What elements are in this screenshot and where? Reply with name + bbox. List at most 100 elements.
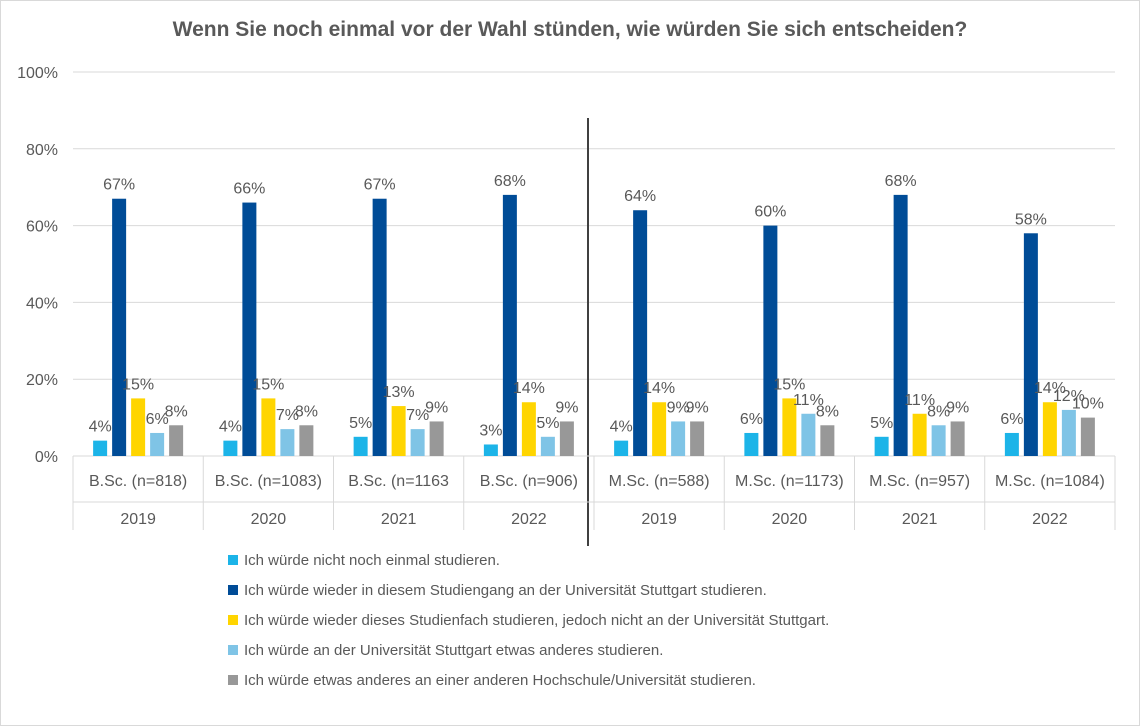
legend-item: Ich würde wieder in diesem Studiengang a…: [228, 575, 829, 605]
data-label: 5%: [870, 415, 893, 432]
bar: [150, 432, 165, 456]
data-label: 6%: [1000, 411, 1023, 428]
data-label: 9%: [667, 399, 690, 416]
data-label: 15%: [773, 376, 805, 393]
data-label: 4%: [219, 419, 242, 436]
x-category-label: B.Sc. (n=906): [480, 473, 578, 490]
bar: [261, 398, 276, 456]
x-category-label: M.Sc. (n=588): [609, 473, 710, 490]
legend-label: Ich würde nicht noch einmal studieren.: [244, 551, 500, 569]
bar: [633, 210, 648, 456]
y-tick-label: 100%: [17, 65, 58, 82]
x-category-label: M.Sc. (n=957): [869, 473, 970, 490]
bar: [353, 436, 368, 456]
bar: [131, 398, 146, 456]
data-label: 15%: [252, 376, 284, 393]
bar: [299, 425, 314, 456]
bar: [483, 444, 498, 456]
legend-item: Ich würde wieder dieses Studienfach stud…: [228, 605, 829, 635]
bar: [912, 413, 927, 456]
data-label: 9%: [686, 399, 709, 416]
x-year-label: 2021: [381, 511, 417, 528]
bar: [690, 421, 705, 456]
y-tick-label: 40%: [26, 295, 58, 312]
data-label: 15%: [122, 376, 154, 393]
bar: [502, 194, 517, 456]
x-year-label: 2020: [251, 511, 287, 528]
data-label: 58%: [1015, 211, 1047, 228]
y-tick-label: 60%: [26, 219, 58, 236]
x-year-label: 2021: [902, 511, 938, 528]
y-tick-label: 0%: [35, 449, 58, 466]
legend-label: Ich würde wieder dieses Studienfach stud…: [244, 611, 830, 629]
legend-swatch: [228, 585, 238, 595]
bar: [112, 198, 127, 456]
legend-label: Ich würde an der Universität Stuttgart e…: [244, 641, 664, 659]
bar: [1080, 417, 1095, 456]
bar: [1004, 432, 1019, 456]
data-label: 4%: [610, 419, 633, 436]
data-label: 5%: [536, 415, 559, 432]
bar: [931, 425, 946, 456]
data-label: 67%: [364, 177, 396, 194]
data-label: 14%: [513, 380, 545, 397]
data-label: 3%: [479, 422, 502, 439]
data-label: 6%: [146, 411, 169, 428]
bar: [559, 421, 574, 456]
bar: [169, 425, 184, 456]
x-category-label: B.Sc. (n=1163: [348, 473, 449, 490]
x-year-label: 2019: [120, 511, 156, 528]
bar: [820, 425, 835, 456]
bar: [242, 202, 257, 456]
data-label: 9%: [555, 399, 578, 416]
data-label: 7%: [276, 407, 299, 424]
bar: [614, 440, 629, 456]
bar: [372, 198, 387, 456]
x-year-label: 2019: [641, 511, 677, 528]
data-label: 14%: [1034, 380, 1066, 397]
bar: [429, 421, 444, 456]
bar: [763, 225, 778, 456]
data-label: 5%: [349, 415, 372, 432]
chart-title: Wenn Sie noch einmal vor der Wahl stünde…: [172, 18, 968, 41]
x-year-label: 2022: [1032, 511, 1068, 528]
data-label: 8%: [927, 403, 950, 420]
data-label: 8%: [816, 403, 839, 420]
data-label: 60%: [754, 204, 786, 221]
data-label: 68%: [494, 173, 526, 190]
data-label: 11%: [904, 392, 935, 409]
bar: [671, 421, 686, 456]
bar: [1042, 402, 1057, 456]
data-label: 11%: [793, 392, 824, 409]
data-label: 68%: [885, 173, 917, 190]
legend-swatch: [228, 555, 238, 565]
legend-label: Ich würde etwas anderes an einer anderen…: [244, 671, 756, 689]
bar: [893, 194, 908, 456]
data-label: 7%: [406, 407, 429, 424]
legend-item: Ich würde an der Universität Stuttgart e…: [228, 635, 829, 665]
bar: [391, 406, 406, 456]
data-label: 64%: [624, 188, 656, 205]
bar: [874, 436, 889, 456]
bar: [223, 440, 238, 456]
bar: [1061, 409, 1076, 456]
data-label: 10%: [1072, 396, 1104, 413]
data-label: 8%: [165, 403, 188, 420]
x-category-label: M.Sc. (n=1084): [995, 473, 1105, 490]
data-label: 14%: [643, 380, 675, 397]
data-label: 6%: [740, 411, 763, 428]
bar: [280, 429, 295, 456]
data-label: 8%: [295, 403, 318, 420]
data-label: 13%: [383, 384, 415, 401]
x-category-label: M.Sc. (n=1173): [735, 473, 844, 490]
bar: [744, 432, 759, 456]
y-tick-label: 20%: [26, 372, 58, 389]
bar: [782, 398, 797, 456]
x-year-label: 2020: [772, 511, 808, 528]
legend-swatch: [228, 675, 238, 685]
x-category-label: B.Sc. (n=818): [89, 473, 187, 490]
data-label: 9%: [946, 399, 969, 416]
bar: [410, 429, 425, 456]
bar: [652, 402, 667, 456]
